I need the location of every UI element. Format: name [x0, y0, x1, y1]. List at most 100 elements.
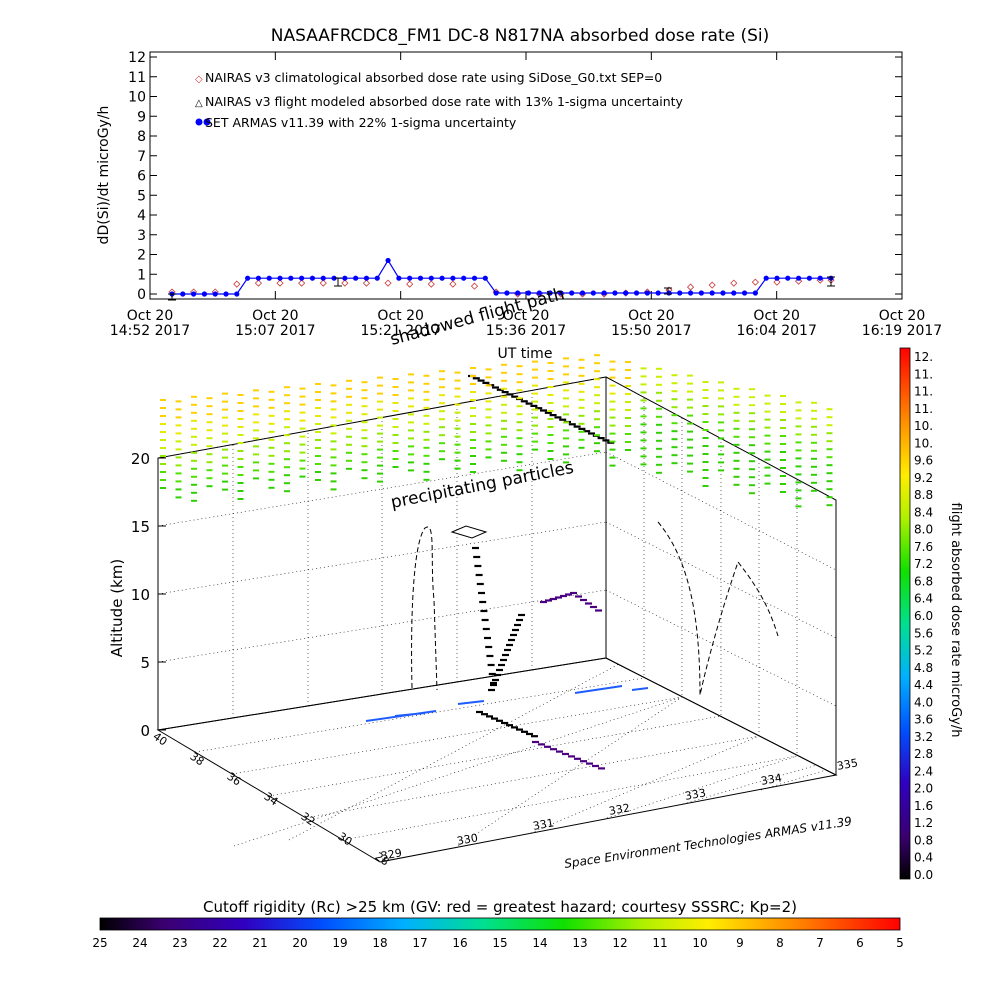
- dose-colorbar-tick-label: 9.6: [914, 454, 933, 468]
- dose-colorbar-tick-label: 0.8: [914, 833, 933, 847]
- armas-point: [396, 275, 402, 281]
- armas-point: [223, 291, 229, 297]
- armas-point: [471, 275, 478, 281]
- grid-back-wall: [157, 376, 607, 718]
- climatological-point: [319, 279, 327, 287]
- floor-patches: [365, 685, 649, 722]
- flight-path-shadow-right: [657, 521, 779, 696]
- flight-track-points: [468, 374, 615, 770]
- armas-point: [439, 275, 445, 281]
- armas-point: [482, 275, 488, 281]
- climatological-point: [470, 282, 479, 290]
- armas-point: [806, 275, 812, 281]
- x-tick-label-date: Oct 20: [503, 308, 549, 324]
- longitude-tick-label: 333: [684, 786, 707, 802]
- armas-point: [677, 290, 683, 296]
- armas-point: [353, 275, 359, 281]
- legend: ◇ NAIRAS v3 climatological absorbed dose…: [195, 70, 684, 130]
- rigidity-colorbar-tick-label: 17: [412, 936, 427, 950]
- y-tick-label: 0: [137, 287, 146, 303]
- dose-colorbar-tick-label: 4.4: [914, 678, 933, 692]
- rigidity-colorbar-tick-label: 20: [292, 936, 307, 950]
- altitude-tick-label: 0: [140, 722, 150, 740]
- rigidity-colorbar-tick-label: 11: [652, 936, 667, 950]
- altitude-ticks: 0 5 10 15 20: [131, 450, 166, 740]
- climatological-point: [233, 280, 241, 288]
- y-tick-label: 12: [128, 50, 146, 66]
- dose-colorbar-tick-label: 11.: [914, 385, 933, 399]
- armas-point: [666, 290, 672, 296]
- y-tick-label: 9: [137, 109, 146, 125]
- climatological-point: [427, 280, 435, 288]
- series-armas: [169, 257, 834, 297]
- y-tick-label: 1: [137, 267, 146, 283]
- longitude-tick-label: 334: [760, 771, 783, 787]
- armas-point: [579, 290, 586, 296]
- dose-colorbar-tick-label: 8.4: [914, 505, 933, 519]
- dose-colorbar-tick-label: 9.2: [914, 471, 933, 485]
- altitude-tick-label: 20: [131, 450, 150, 468]
- armas-point: [515, 290, 521, 296]
- dose-colorbar-tick-label: 3.2: [914, 730, 933, 744]
- dose-colorbar-tick-label: 5.6: [914, 626, 933, 640]
- dose-colorbar-tick-label: 0.4: [914, 851, 933, 865]
- rigidity-colorbar-tick-label: 21: [252, 936, 267, 950]
- armas-point: [752, 290, 758, 296]
- altitude-tick-label: 10: [131, 586, 150, 604]
- x-tick-label-time: 15:50 2017: [611, 323, 691, 339]
- armas-point: [558, 290, 564, 296]
- dose-colorbar-tick-label: 7.2: [914, 557, 933, 571]
- dose-colorbar-gradient: [899, 347, 911, 880]
- dose-colorbar-tick-label: 8.0: [914, 523, 933, 537]
- armas-point: [255, 275, 262, 281]
- rigidity-colorbar-tick-label: 16: [452, 936, 467, 950]
- legend-symbol-armas: [195, 118, 203, 126]
- armas-point: [525, 290, 532, 296]
- dose-colorbar-tick-label: 10.: [914, 436, 933, 450]
- legend-symbol-armas-2: [203, 118, 211, 126]
- rigidity-colorbar-tick-label: 7: [816, 936, 824, 950]
- y-tick-label: 3: [137, 228, 146, 244]
- armas-point: [547, 290, 553, 296]
- rigidity-colorbar-tick-label: 25: [92, 936, 107, 950]
- error-bar: [334, 277, 342, 287]
- armas-point: [299, 275, 305, 281]
- x-tick-label-date: Oct 20: [879, 308, 925, 324]
- x-tick-label-time: 15:36 2017: [486, 323, 566, 339]
- armas-point: [342, 275, 348, 281]
- altitude-axis-label: Altitude (km): [108, 559, 126, 657]
- armas-point: [590, 290, 596, 296]
- climatological-point: [751, 278, 759, 286]
- dose-colorbar-tick-label: 6.0: [914, 609, 933, 623]
- rigidity-colorbar-tick-label: 24: [132, 936, 147, 950]
- armas-point: [655, 290, 661, 296]
- rigidity-colorbar-tick-label: 6: [856, 936, 864, 950]
- rigidity-colorbar-tick-label: 18: [372, 936, 387, 950]
- altitude-tick-label: 15: [131, 518, 150, 536]
- dose-colorbar-tick-label: 11.: [914, 402, 933, 416]
- armas-point: [407, 275, 413, 281]
- x-tick-label-time: 16:04 2017: [736, 323, 816, 339]
- flight-3d-panel: shadowed flight path precipitating parti…: [108, 284, 859, 871]
- dose-colorbar-tick-label: 10.: [914, 419, 933, 433]
- climatological-point: [708, 281, 716, 289]
- armas-point: [687, 290, 694, 296]
- armas-point: [245, 275, 251, 281]
- climatological-point: [298, 279, 306, 287]
- legend-symbol-flight-model: △: [195, 98, 203, 109]
- armas-point: [266, 275, 272, 281]
- dose-colorbar-tick-label: 0.0: [914, 868, 933, 882]
- rigidity-colorbar-tick-label: 9: [736, 936, 744, 950]
- error-bar: [827, 276, 835, 287]
- y-tick-label: 6: [137, 169, 146, 185]
- armas-point: [234, 291, 240, 297]
- armas-point: [363, 275, 370, 281]
- longitude-ticks: 329 330 331 332 333 334 335: [380, 756, 859, 862]
- dose-colorbar-tick-label: 12.: [914, 350, 933, 364]
- armas-point: [795, 275, 802, 281]
- y-tick-label: 7: [137, 149, 146, 165]
- armas-point: [309, 275, 316, 281]
- armas-point: [504, 290, 510, 296]
